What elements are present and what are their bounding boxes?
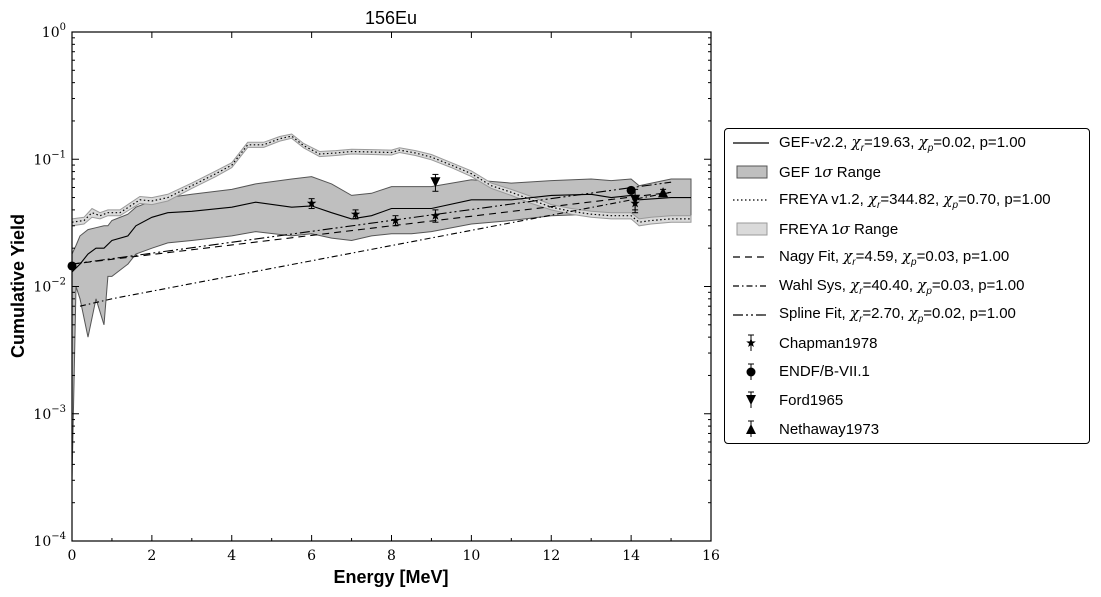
series-line-freya-v1-2 — [71, 135, 691, 223]
y-tick-label: 10−2 — [33, 277, 66, 296]
legend-swatch — [733, 285, 769, 287]
series-line-spline-fit — [71, 181, 672, 265]
legend-entry: Wahl Sys, χr=40.40, χp=0.03, p=1.00 — [725, 275, 1025, 297]
point-ford1965 — [630, 194, 641, 205]
x-tick-label: 6 — [307, 548, 316, 564]
legend-marker — [746, 395, 756, 406]
legend: GEF-v2.2, χr=19.63, χp=0.02, p=1.00 GEF 1… — [724, 128, 1090, 444]
legend-label: GEF 1σ Range — [779, 162, 881, 181]
legend-label: FREYA v1.2, χr=344.82, χp=0.70, p=1.00 — [779, 189, 1051, 211]
lines-layer — [71, 135, 691, 307]
legend-swatch — [733, 199, 769, 201]
legend-swatch — [746, 420, 756, 437]
legend-label: GEF-v2.2, χr=19.63, χp=0.02, p=1.00 — [779, 132, 1026, 154]
x-tick-label: 12 — [542, 548, 560, 564]
x-tick-label: 10 — [462, 548, 480, 564]
point-chapman1978 — [350, 209, 361, 219]
legend-entry: Chapman1978 — [725, 332, 877, 354]
point-chapman1978 — [390, 215, 401, 225]
legend-entry: GEF 1σ Range — [725, 161, 881, 183]
legend-swatch — [746, 334, 756, 352]
legend-entry: ENDF/B-VII.1 — [725, 361, 870, 383]
legend-label: Chapman1978 — [779, 334, 878, 352]
legend-swatch — [746, 363, 756, 380]
x-tick-label: 14 — [622, 548, 640, 564]
x-axis-label: Energy [MeV] — [333, 567, 448, 587]
y-tick-label: 10−1 — [33, 149, 66, 168]
y-tick-label: 100 — [42, 22, 66, 41]
legend-swatch — [736, 222, 768, 236]
legend-swatch — [733, 256, 769, 258]
legend-marker — [746, 424, 756, 434]
x-tick-label: 4 — [227, 548, 236, 564]
legend-label: Nagy Fit, χr=4.59, χp=0.03, p=1.00 — [779, 246, 1010, 268]
x-tick-label: 2 — [147, 548, 156, 564]
chart-title: 156Eu — [365, 8, 417, 28]
point-chapman1978 — [306, 198, 317, 208]
legend-swatch — [733, 313, 769, 316]
x-tick-label: 16 — [702, 548, 720, 564]
series-band-freya-1-range — [71, 133, 692, 227]
y-axis-label: Cumulative Yield — [8, 214, 28, 358]
legend-label: FREYA 1σ Range — [779, 219, 899, 238]
legend-swatch — [733, 142, 769, 144]
x-tick-label: 8 — [387, 548, 396, 564]
point-chapman1978 — [430, 210, 441, 220]
series-line-wahl-sys — [79, 191, 672, 307]
point-ford1965 — [430, 177, 441, 188]
legend-band-sample — [736, 222, 768, 236]
series-line-nagy-fit — [71, 191, 672, 265]
legend-swatch — [746, 391, 756, 409]
legend-marker — [746, 367, 756, 377]
bands-layer — [71, 133, 692, 481]
legend-label: Nethaway1973 — [779, 420, 880, 438]
series-line-gef-v2-2 — [71, 193, 691, 273]
legend-marker — [746, 338, 756, 348]
legend-swatch — [736, 165, 768, 179]
y-tick-label: 10−4 — [33, 531, 66, 550]
x-tick-label: 0 — [68, 548, 77, 564]
legend-entry: Nagy Fit, χr=4.59, χp=0.03, p=1.00 — [725, 246, 1009, 268]
legend-entry: FREYA v1.2, χr=344.82, χp=0.70, p=1.00 — [725, 189, 1051, 211]
y-axis-ticks: 10−4 10−3 10−2 10−1 100 — [33, 22, 711, 550]
legend-entry: Nethaway1973 — [725, 418, 879, 440]
legend-label: Ford1965 — [779, 391, 844, 409]
point-nethaway1973 — [658, 187, 669, 198]
legend-entry: GEF-v2.2, χr=19.63, χp=0.02, p=1.00 — [725, 132, 1026, 154]
x-axis-ticks: 0 2 4 6 8 10 12 14 16 — [68, 32, 720, 564]
legend-label: Spline Fit, χr=2.70, χp=0.02, p=1.00 — [779, 304, 1016, 326]
legend-entry: Spline Fit, χr=2.70, χp=0.02, p=1.00 — [725, 304, 1016, 326]
legend-band-sample — [736, 165, 768, 179]
legend-label: ENDF/B-VII.1 — [779, 363, 870, 381]
legend-entry: FREYA 1σ Range — [725, 218, 898, 240]
legend-label: Wahl Sys, χr=40.40, χp=0.03, p=1.00 — [779, 275, 1025, 297]
legend-entry: Ford1965 — [725, 389, 843, 411]
point-endf-b-vii-1 — [626, 185, 636, 195]
plot-area-frame — [71, 31, 712, 542]
y-tick-label: 10−3 — [33, 404, 66, 423]
